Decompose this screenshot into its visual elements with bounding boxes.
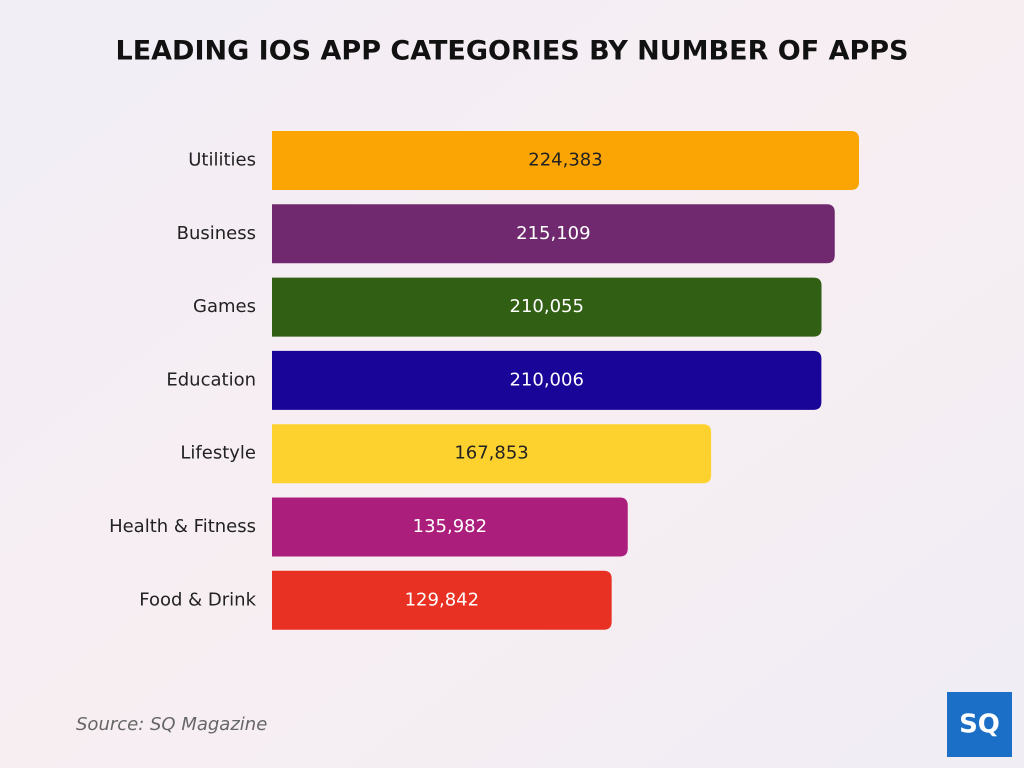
value-label: 129,842 [405, 589, 479, 610]
bar [272, 350, 822, 410]
logo: SQ [959, 710, 1000, 740]
value-label: 135,982 [413, 516, 487, 537]
bar [272, 570, 612, 630]
value-label: 215,109 [516, 223, 590, 244]
logo-box [947, 692, 1012, 757]
value-label: 210,055 [510, 296, 584, 317]
value-label: 210,006 [509, 369, 583, 390]
bar [272, 277, 822, 337]
source: Source: SQ Magazine [76, 714, 267, 735]
value-label: 167,853 [454, 443, 528, 464]
category-label: Education [166, 369, 256, 390]
value-label: 224,383 [528, 150, 602, 171]
category-label: Games [193, 296, 256, 317]
category-label: Business [177, 223, 256, 244]
bar [272, 204, 835, 264]
bar [272, 424, 712, 484]
chart-title: LEADING IOS APP CATEGORIES BY NUMBER OF … [116, 36, 909, 67]
bar [272, 497, 628, 557]
bar [272, 131, 859, 190]
category-label: Health & Fitness [109, 516, 256, 537]
category-label: Lifestyle [180, 443, 256, 464]
category-label: Food & Drink [139, 589, 256, 610]
category-label: Utilities [188, 150, 256, 171]
